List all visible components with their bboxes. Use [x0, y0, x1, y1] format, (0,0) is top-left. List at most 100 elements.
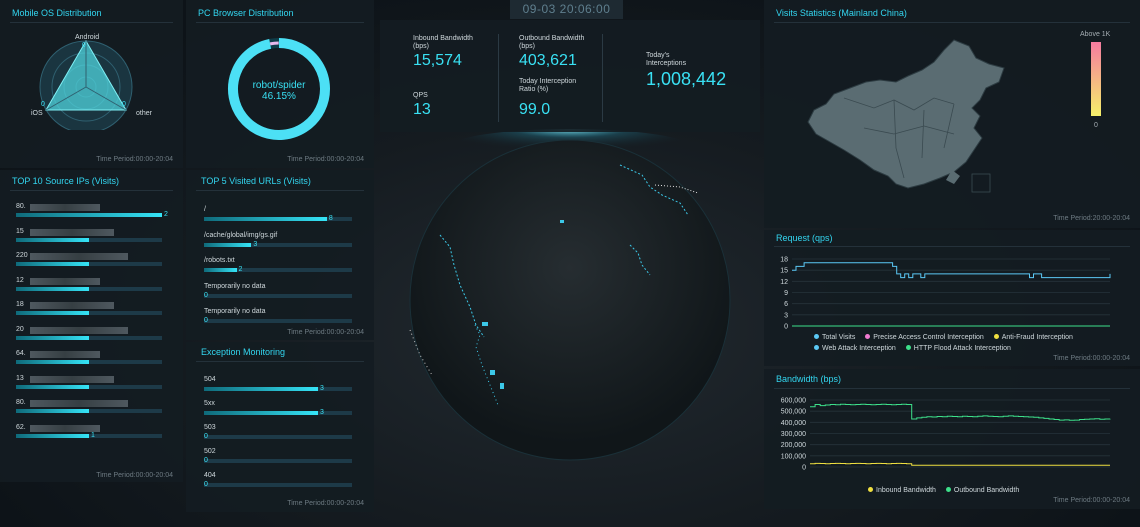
legend-precise-access[interactable]: Precise Access Control Interception [857, 334, 984, 341]
y-tick-label: 3 [784, 312, 788, 319]
exception-row-track [204, 411, 352, 415]
url-row-count: 8 [328, 215, 333, 222]
masked-ip [30, 351, 100, 358]
y-tick-label: 300,000 [781, 431, 806, 438]
exception-row-count: 0 [204, 481, 208, 488]
map-legend-min: 0 [1094, 122, 1098, 129]
ip-bar-fill [16, 286, 89, 291]
legend-outbound-bandwidth[interactable]: Outbound Bandwidth [938, 487, 1019, 494]
masked-ip [30, 326, 128, 334]
url-row[interactable]: /robots.txt 2 [204, 257, 364, 277]
visits-map-title: Visits Statistics (Mainland China) [776, 8, 907, 18]
request-chart-panel: Request (qps) 0 3 6 9 12 15 18 Total Visits Pr… [764, 230, 1140, 366]
ip-prefix: 18 [16, 301, 24, 308]
outbound-label: Outbound Bandwidth (bps) [519, 35, 585, 50]
ip-row[interactable]: 80. [16, 399, 176, 417]
ip-bar-fill [16, 360, 89, 364]
visits-map-panel: Visits Statistics (Mainland China) Above… [764, 0, 1140, 228]
request-time-period: Time Period:00:00-20:04 [1053, 355, 1130, 362]
ip-row[interactable]: 12 [16, 277, 176, 295]
url-row-track [204, 217, 352, 221]
y-tick-label: 200,000 [781, 442, 806, 449]
bandwidth-chart-panel: Bandwidth (bps) 0 100,000 200,000 300,000 40… [764, 369, 1140, 509]
pc-browser-title: PC Browser Distribution [198, 8, 294, 18]
url-row[interactable]: /8 [204, 206, 364, 226]
url-row[interactable]: Temporarily no data 0 [204, 308, 364, 328]
interceptions-label: Today's Interceptions [646, 52, 687, 67]
ip-bar-fill [16, 311, 89, 315]
exception-row[interactable]: 502 0 [204, 448, 364, 468]
url-row-fill [204, 268, 237, 272]
pc-browser-time-period: Time Period:00:00-20:04 [287, 156, 364, 163]
ip-row[interactable]: 220 [16, 252, 176, 270]
exception-row[interactable]: 504 3 [204, 376, 364, 396]
ip-row[interactable]: 18 [16, 301, 176, 319]
ip-prefix: 80. [16, 203, 26, 210]
radar-axis-ios-value: 0 [41, 101, 45, 108]
qps-value: 13 [413, 101, 431, 118]
inbound-label: Inbound Bandwidth (bps) [413, 35, 473, 50]
legend-total-visits[interactable]: Total Visits [806, 334, 855, 341]
exception-row[interactable]: 503 0 [204, 424, 364, 444]
ip-prefix: 80. [16, 399, 26, 406]
exception-row-fill [204, 411, 318, 415]
ip-row[interactable]: 13 [16, 375, 176, 393]
top-urls-time-period: Time Period:00:00-20:04 [287, 329, 364, 336]
ip-bar-track [16, 360, 162, 364]
outbound-value: 403,621 [519, 52, 577, 69]
legend-http-flood[interactable]: HTTP Flood Attack Interception [898, 345, 1011, 352]
ip-row[interactable]: 15 [16, 228, 176, 246]
legend-inbound-bandwidth[interactable]: Inbound Bandwidth [860, 487, 936, 494]
radar-axis-other: other [136, 110, 152, 117]
series-line [810, 403, 1111, 421]
exception-row-track [204, 435, 352, 439]
y-tick-label: 18 [780, 257, 788, 264]
ip-prefix: 64. [16, 350, 26, 357]
donut-segment-robot [228, 38, 330, 140]
top-ips-panel: TOP 10 Source IPs (Visits) 80. 2 15 220 12 18… [0, 170, 183, 482]
top-ips-title: TOP 10 Source IPs (Visits) [12, 176, 120, 186]
masked-ip [30, 302, 114, 309]
ip-row[interactable]: 64. [16, 350, 176, 368]
y-tick-label: 15 [780, 268, 788, 275]
radar-axis-other-value: 0 [122, 101, 126, 108]
ip-row[interactable]: 80. 2 [16, 203, 176, 221]
ratio-value: 99.0 [519, 101, 551, 118]
exceptions-panel: Exception Monitoring 504 3 5xx 3 503 0 502 0 404… [186, 342, 374, 512]
url-row[interactable]: Temporarily no data 0 [204, 283, 364, 303]
masked-ip [30, 424, 100, 432]
request-line-chart: 0 3 6 9 12 15 18 [780, 257, 1111, 331]
url-row[interactable]: /cache/global/img/gs.gif 3 [204, 232, 364, 252]
ip-bar-track [16, 311, 162, 315]
exception-row[interactable]: 5xx 3 [204, 400, 364, 420]
radar-axis-ios: iOS [31, 110, 43, 117]
y-tick-label: 0 [802, 465, 806, 472]
pc-browser-panel: PC Browser Distribution robot/spider 46.… [186, 0, 374, 168]
bandwidth-legend: Inbound Bandwidth Outbound Bandwidth [860, 487, 1019, 494]
exception-row-track [204, 459, 352, 463]
series-line [810, 462, 1110, 466]
ip-prefix: 20 [16, 325, 24, 333]
series-line [792, 262, 1111, 279]
ip-row[interactable]: 62. 1 [16, 424, 176, 442]
ip-prefix: 220 [16, 252, 28, 259]
exception-row-label: 404 [204, 472, 216, 479]
masked-ip [30, 253, 128, 260]
masked-ip [30, 375, 114, 383]
map-legend-gradient [1091, 42, 1101, 116]
url-row-label: Temporarily no data [204, 282, 266, 290]
legend-anti-fraud[interactable]: Anti-Fraud Interception [986, 334, 1073, 341]
url-row-track [204, 268, 352, 272]
ip-prefix: 15 [16, 227, 24, 235]
globe-graphic [409, 129, 731, 461]
ip-prefix: 12 [16, 276, 24, 284]
ip-bar-track [16, 335, 162, 340]
top-urls-title: TOP 5 Visited URLs (Visits) [201, 176, 311, 186]
exception-row[interactable]: 404 0 [204, 472, 364, 492]
url-row-fill [204, 217, 327, 221]
legend-web-attack[interactable]: Web Attack Interception [806, 345, 896, 352]
ip-row[interactable]: 20 [16, 326, 176, 344]
exception-row-track [204, 387, 352, 391]
url-row-label: Temporarily no data [204, 308, 266, 315]
url-row-count: 3 [253, 240, 258, 248]
